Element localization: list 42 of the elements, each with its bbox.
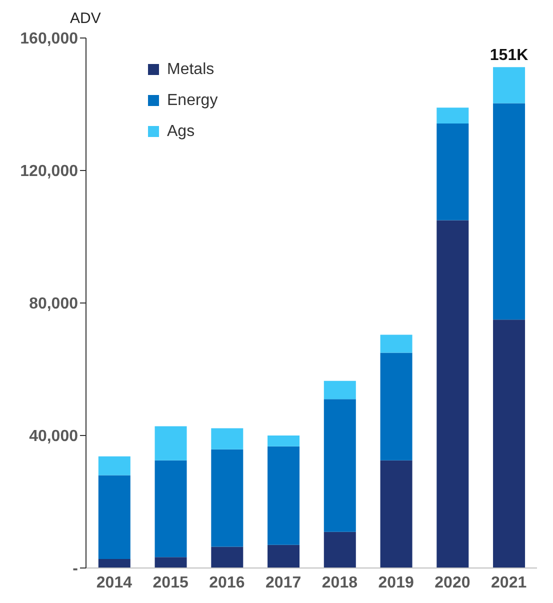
y-axis-title: ADV	[70, 10, 101, 27]
bar	[98, 559, 130, 568]
x-tick-label: 2020	[434, 574, 470, 592]
x-tick-label: 2015	[152, 574, 188, 592]
y-tick-label: 40,000	[29, 428, 78, 446]
y-tick-label: 160,000	[20, 30, 78, 48]
x-tick-label: 2017	[266, 574, 302, 592]
bar	[268, 544, 300, 568]
bar	[493, 320, 526, 568]
x-tick-label: 2016	[209, 574, 245, 592]
bar	[436, 220, 469, 568]
legend-label: Ags	[167, 122, 195, 142]
bar	[154, 460, 187, 558]
x-tick-label: 2019	[378, 574, 414, 592]
bar	[154, 557, 187, 568]
x-tick-label: 2018	[322, 574, 358, 592]
bar	[324, 380, 356, 400]
bar	[268, 446, 300, 545]
bar	[380, 460, 412, 568]
bar	[380, 334, 412, 353]
x-tick-label: 2014	[96, 574, 132, 592]
bar	[324, 399, 356, 532]
bar	[211, 449, 244, 547]
bar	[268, 436, 300, 446]
y-tick-label: -	[72, 560, 78, 578]
bar	[380, 352, 412, 460]
legend-label: Metals	[167, 60, 214, 80]
bar	[493, 67, 526, 104]
legend-label: Energy	[167, 91, 218, 111]
total-label: 151K	[490, 47, 529, 64]
bar	[493, 103, 526, 320]
y-tick-label: 120,000	[20, 163, 78, 180]
bar	[211, 546, 244, 568]
bar	[98, 475, 130, 560]
bar	[436, 123, 469, 220]
bar	[211, 428, 244, 450]
bar	[436, 108, 469, 124]
bar	[324, 532, 356, 568]
y-tick-label: 80,000	[29, 296, 78, 313]
bar	[98, 456, 130, 476]
bar	[154, 426, 187, 460]
x-tick-label: 2021	[491, 574, 527, 592]
